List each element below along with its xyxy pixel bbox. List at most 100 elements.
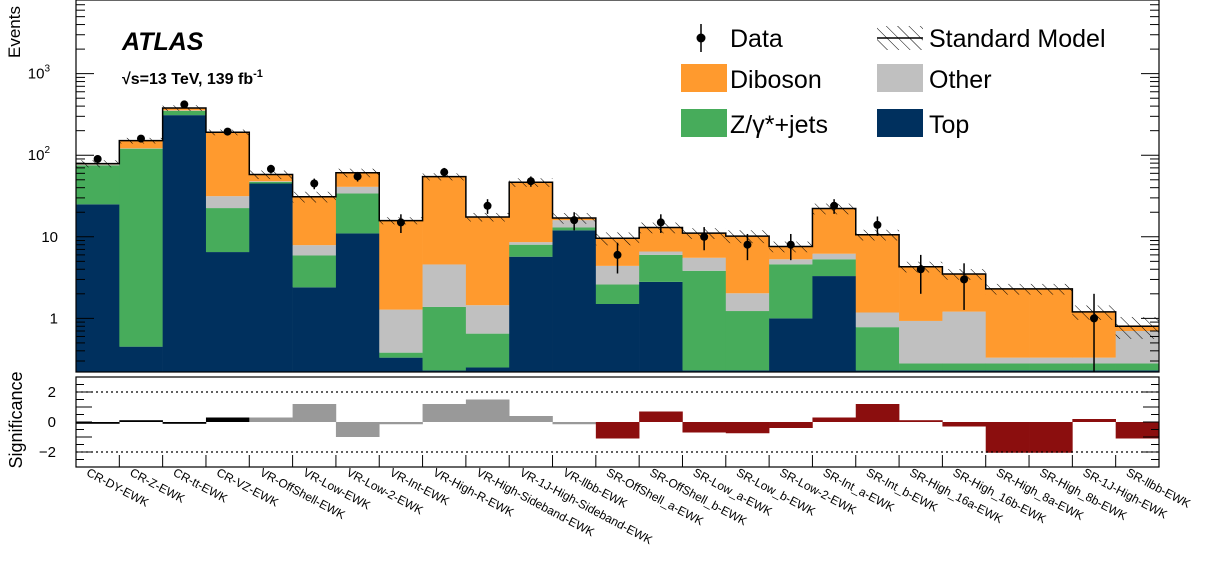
bar-diboson-17 [812, 208, 857, 254]
bar-zjets-7 [379, 352, 423, 358]
bar-other-18 [855, 312, 900, 328]
legend-sm: Standard Model [877, 25, 1106, 53]
category-labels: CR-DY-EWKCR-Z-EWKCR-tt-EWKCR-VZ-EWKVR-Of… [84, 465, 1193, 547]
data-point-4 [266, 164, 275, 173]
bar-top-24 [1115, 370, 1160, 372]
legend-top-label: Top [929, 111, 969, 139]
data-point-3 [223, 127, 232, 136]
bar-zjets-0 [76, 165, 120, 205]
data-point-5 [310, 179, 319, 188]
bar-top-2 [162, 115, 207, 373]
data-point-1 [136, 134, 145, 143]
bar-zjets-12 [595, 284, 640, 305]
bar-top-9 [465, 367, 510, 372]
significance-bar-19 [899, 420, 943, 422]
significance-bar-24 [1115, 422, 1160, 439]
bar-zjets-21 [985, 363, 1030, 371]
bar-other-4 [249, 181, 293, 182]
significance-bar-15 [725, 422, 770, 434]
significance-bar-9 [465, 399, 510, 422]
bar-diboson-3 [205, 132, 250, 197]
significance-bar-17 [812, 417, 857, 422]
bar-top-13 [639, 281, 683, 372]
significance-bar-12 [595, 422, 640, 439]
bar-zjets-5 [292, 255, 337, 288]
bar-diboson-8 [422, 176, 467, 265]
bar-zjets-13 [639, 254, 683, 282]
bar-zjets-9 [465, 333, 510, 368]
bar-zjets-6 [335, 193, 380, 234]
bar-top-14 [682, 370, 727, 372]
significance-bar-20 [942, 422, 987, 427]
significance-bar-1 [119, 420, 163, 422]
bar-zjets-8 [422, 306, 467, 371]
bar-zjets-15 [725, 311, 770, 371]
bar-top-11 [552, 230, 597, 372]
y-tick-label: 10 [41, 229, 58, 246]
bar-other-19 [899, 320, 943, 364]
main-plot: 1 10 102 103 [28, 0, 1160, 373]
bar-zjets-24 [1115, 363, 1160, 371]
legend-top: Top [877, 109, 969, 139]
energy-lumi-label: √s=13 TeV, 139 fb-1 [122, 68, 263, 88]
bar-top-22 [1029, 370, 1073, 372]
bar-top-0 [76, 204, 120, 372]
bar-other-6 [335, 186, 380, 194]
legend-data-label: Data [730, 25, 783, 53]
bar-zjets-16 [769, 264, 813, 319]
data-point-6 [353, 172, 362, 181]
significance-bar-8 [422, 404, 467, 422]
bar-diboson-18 [855, 234, 900, 313]
bar-other-22 [1029, 357, 1073, 364]
data-point-18 [873, 220, 882, 229]
bar-other-5 [292, 245, 337, 256]
significance-bar-2 [162, 422, 207, 424]
bar-top-5 [292, 287, 337, 372]
sm-total-line [76, 107, 1159, 328]
data-point-8 [440, 168, 449, 177]
energy-lumi-text: √s=13 TeV, 139 fb [122, 71, 253, 88]
significance-bar-11 [552, 422, 597, 425]
legend-zjets-label: Z/γ*+jets [730, 111, 828, 139]
bar-other-8 [422, 264, 467, 307]
bar-zjets-4 [249, 181, 293, 184]
significance-bar-16 [769, 422, 813, 428]
data-point-11 [570, 216, 579, 225]
data-point-10 [526, 177, 535, 186]
y-tick-label: 1 [50, 310, 58, 327]
bar-top-12 [595, 304, 640, 372]
bar-other-15 [725, 293, 770, 312]
bar-zjets-10 [509, 244, 553, 257]
data-point-0 [93, 154, 102, 163]
legend-other-label: Other [929, 66, 992, 94]
data-point-9 [483, 201, 492, 210]
bar-other-16 [769, 259, 813, 265]
bar-other-17 [812, 253, 857, 260]
bar-top-17 [812, 276, 857, 372]
ratio-tick-label: 0 [48, 414, 56, 431]
bar-diboson-1 [119, 140, 163, 149]
bar-top-3 [205, 252, 250, 372]
bar-top-16 [769, 318, 813, 372]
bar-zjets-14 [682, 270, 727, 371]
y-axis-label: Events [5, 6, 24, 58]
significance-bar-3 [205, 417, 250, 422]
significance-plot: 2 0 −2 [39, 376, 1160, 468]
significance-bar-5 [292, 404, 337, 422]
data-point-12 [613, 250, 622, 259]
significance-bar-4 [249, 417, 293, 422]
bar-zjets-19 [899, 363, 943, 371]
bar-other-12 [595, 265, 640, 285]
bar-other-10 [509, 242, 553, 245]
bar-other-13 [639, 251, 683, 255]
data-point-2 [180, 100, 189, 109]
bar-diboson-22 [1029, 288, 1073, 358]
sm-uncertainty-24 [1115, 316, 1159, 339]
significance-bar-18 [855, 404, 900, 422]
significance-bar-0 [76, 422, 120, 424]
significance-axis-label: Significance [6, 371, 26, 468]
significance-bar-23 [1072, 419, 1116, 422]
legend-data: Data [696, 24, 783, 53]
data-point-20 [960, 275, 969, 284]
bar-other-20 [942, 311, 987, 364]
